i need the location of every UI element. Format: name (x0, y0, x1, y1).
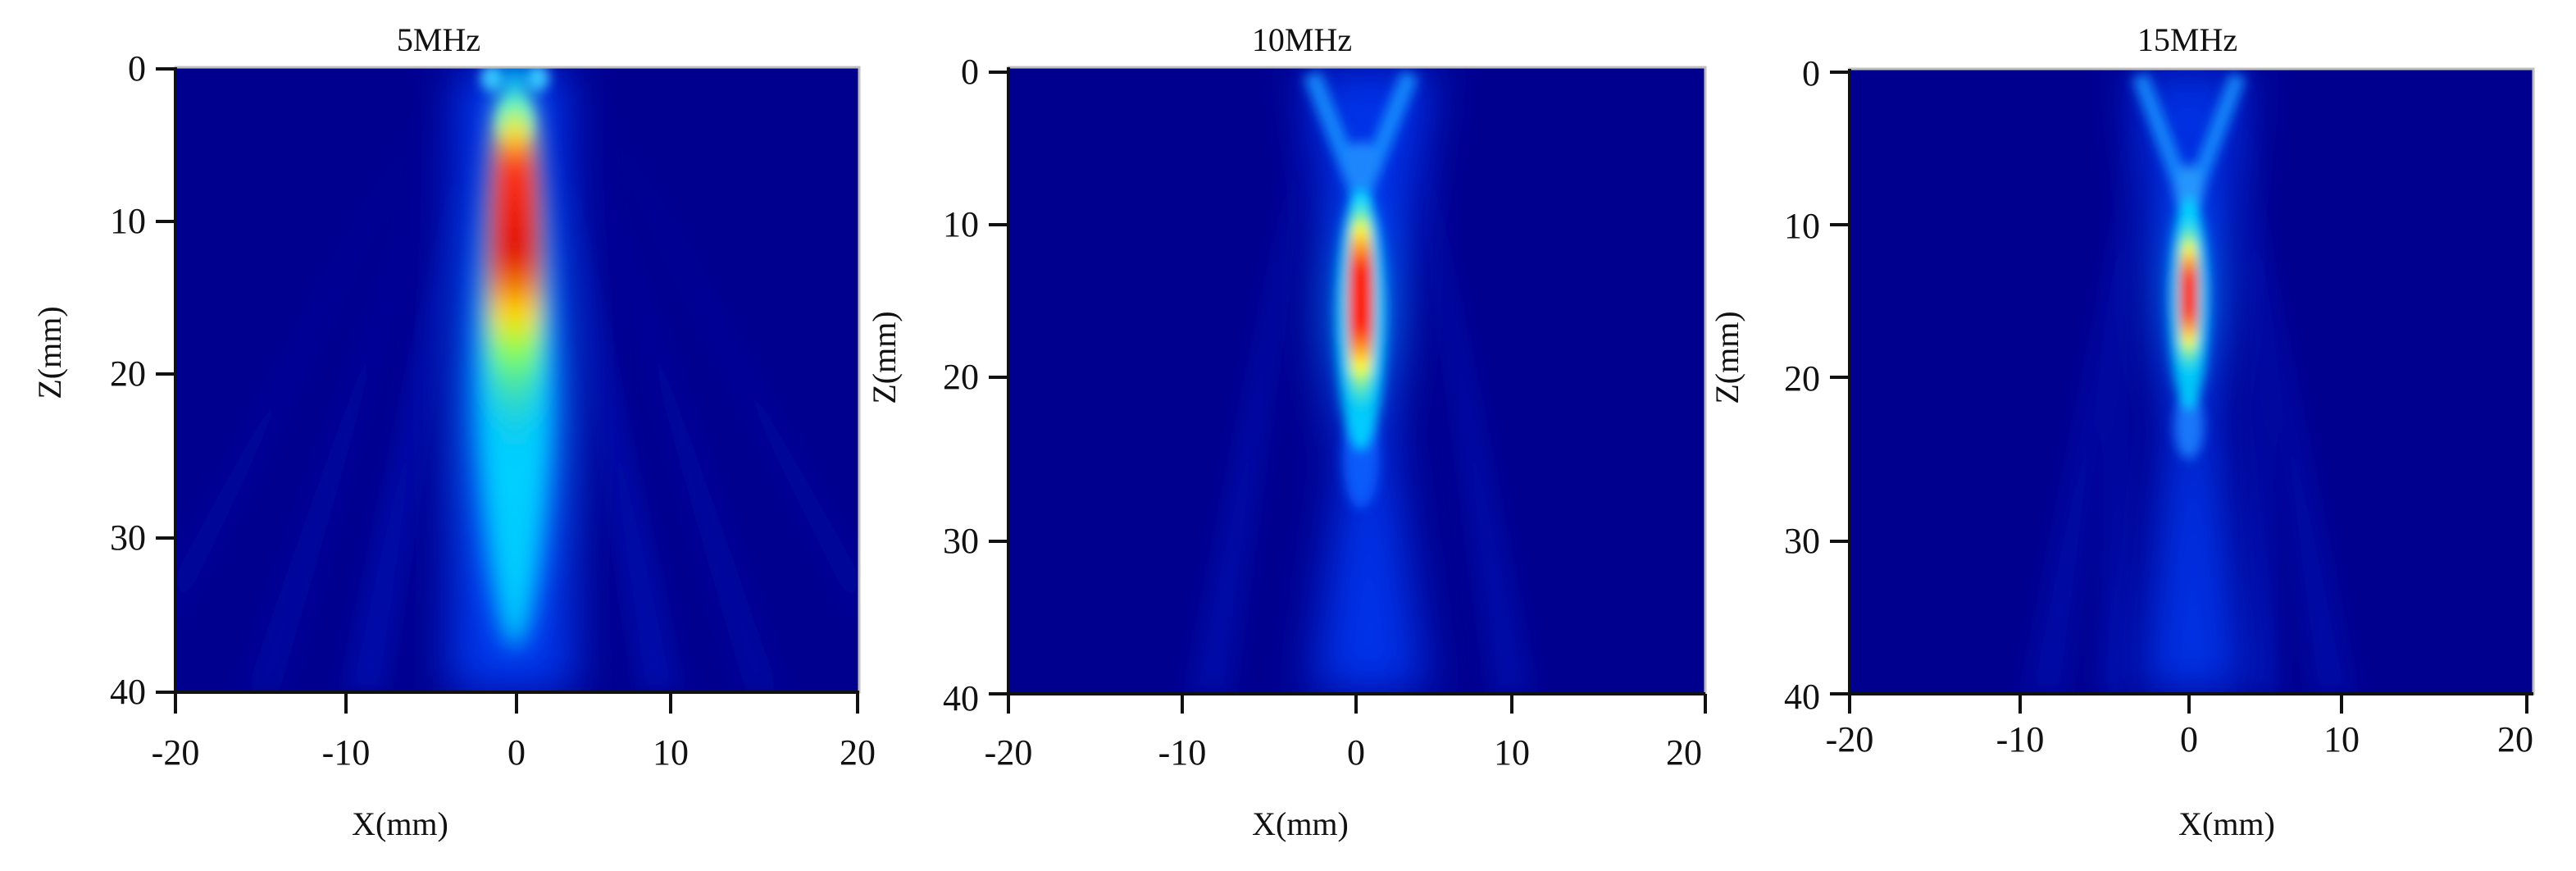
x-tick-labels: -20 -10 0 10 20 (152, 732, 876, 773)
y-ticks (1830, 71, 1850, 695)
heatmap-panel-5mhz: 5MHz 0 10 20 30 40 -20 -10 0 10 20 X(mm)… (31, 21, 876, 842)
y-tick-label: 30 (1784, 521, 1820, 561)
chart-title: 15MHz (2137, 21, 2237, 58)
y-ticks (156, 67, 175, 694)
x-ticks (1848, 694, 2528, 714)
x-tick-label: 0 (1347, 732, 1365, 773)
y-tick-label: 20 (943, 357, 979, 397)
x-axis-label: X(mm) (2178, 805, 2275, 842)
heatmap-panel-10mhz: 10MHz 0 10 20 30 40 -20 -10 0 10 20 X(mm… (866, 21, 1707, 842)
heatmap-panel-15mhz: 15MHz 0 10 20 30 40 -20 -10 0 10 20 X(mm… (1709, 21, 2535, 842)
y-tick-label: 40 (943, 678, 979, 718)
x-tick-label: -10 (322, 732, 371, 773)
x-tick-label: -10 (1158, 732, 1207, 773)
x-tick-label: 10 (2323, 719, 2360, 759)
chart-title: 10MHz (1252, 21, 1352, 58)
x-axis-label: X(mm) (352, 805, 448, 842)
x-ticks (1007, 694, 1707, 714)
y-tick-label: 0 (961, 52, 979, 92)
x-tick-label: 20 (840, 732, 876, 773)
y-tick-label: 0 (1802, 53, 1820, 93)
y-ticks (989, 71, 1008, 695)
y-tick-label: 10 (943, 204, 979, 244)
x-tick-label: 10 (1494, 732, 1530, 773)
y-axis-label: Z(mm) (1709, 311, 1745, 404)
x-tick-label: -20 (1826, 719, 1874, 759)
x-tick-labels: -20 -10 0 10 20 (985, 732, 1702, 773)
x-tick-label: 20 (1666, 732, 1702, 773)
y-axis-label: Z(mm) (31, 306, 68, 399)
beam-core (480, 67, 549, 648)
y-tick-label: 0 (128, 48, 146, 89)
y-tick-label: 40 (1784, 677, 1820, 717)
x-tick-label: 20 (2497, 719, 2533, 759)
y-tick-label: 40 (110, 672, 146, 712)
y-tick-label: 30 (110, 518, 146, 558)
y-tick-label: 20 (110, 353, 146, 394)
y-tick-label: 30 (943, 521, 979, 561)
chart-title: 5MHz (397, 21, 480, 58)
y-tick-labels: 0 10 20 30 40 (1784, 53, 1820, 717)
x-tick-label: -20 (152, 732, 200, 773)
x-tick-label: 0 (507, 732, 526, 773)
y-axis-label: Z(mm) (866, 311, 903, 404)
x-tick-label: -10 (1996, 719, 2045, 759)
x-tick-label: -20 (985, 732, 1033, 773)
side-lobes (1189, 72, 1533, 694)
y-tick-labels: 0 10 20 30 40 (943, 52, 979, 718)
beam-core (2169, 197, 2209, 410)
y-tick-label: 10 (110, 201, 146, 241)
y-tick-labels: 0 10 20 30 40 (110, 48, 146, 712)
x-tick-labels: -20 -10 0 10 20 (1826, 719, 2533, 759)
y-tick-label: 10 (1784, 206, 1820, 246)
x-tick-label: 10 (653, 732, 689, 773)
beam-core (1336, 189, 1386, 451)
side-lobes (2025, 74, 2353, 694)
x-axis-label: X(mm) (1252, 805, 1349, 842)
y-tick-label: 20 (1784, 358, 1820, 399)
x-ticks (174, 692, 859, 714)
x-tick-label: 0 (2180, 719, 2198, 759)
